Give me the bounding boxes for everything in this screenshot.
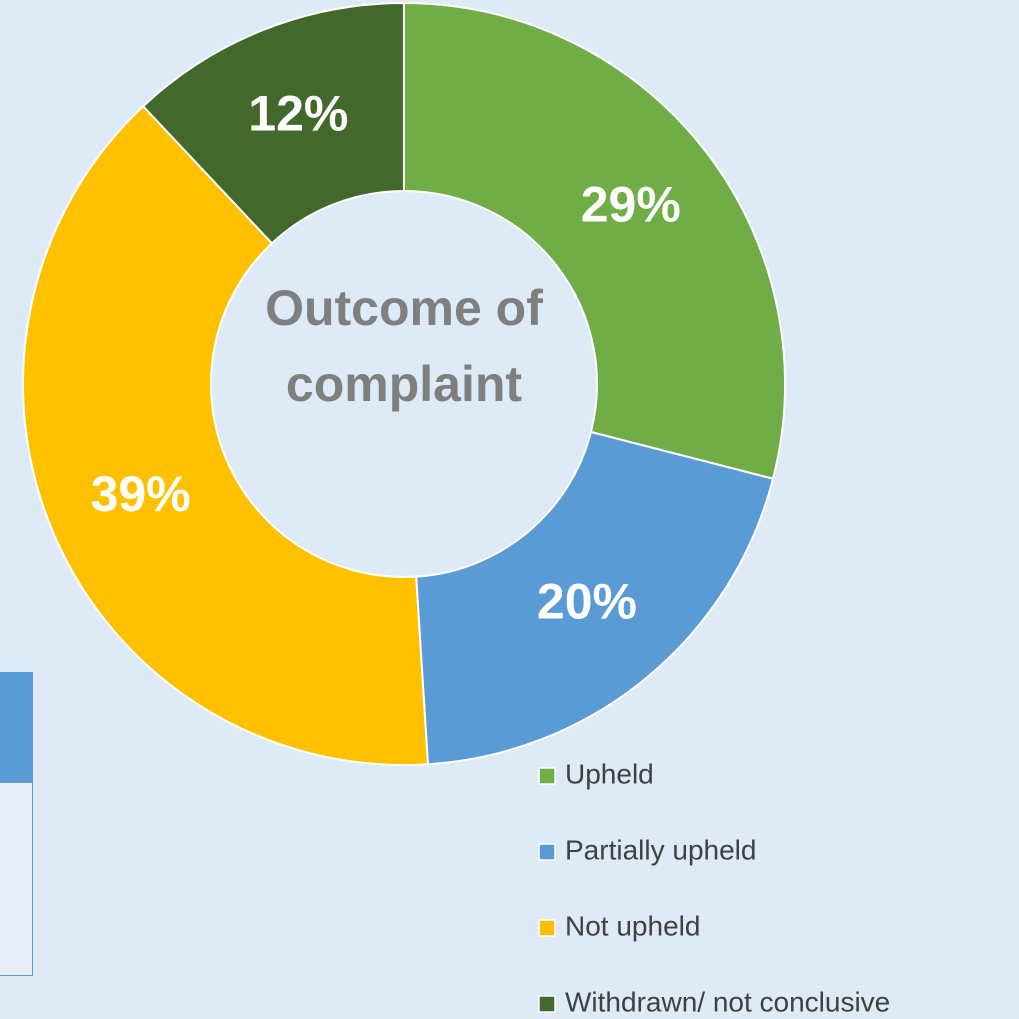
slice: [22, 104, 429, 766]
legend-swatch: [538, 919, 556, 937]
table-body: [0, 782, 33, 976]
legend-label: Partially upheld: [565, 834, 756, 865]
legend-label: Upheld: [565, 758, 654, 789]
slice: [141, 1, 405, 245]
legend-label: Withdrawn/ not conclusive: [565, 986, 890, 1017]
chart-title: Outcome of complaint: [265, 280, 543, 412]
legend-swatch: [538, 995, 556, 1013]
table-header: [0, 672, 33, 782]
legend-swatch: [538, 843, 556, 861]
legend-label: Not upheld: [565, 910, 700, 941]
data-label: 39%: [91, 466, 191, 522]
legend-swatch: [538, 767, 556, 785]
data-label: 29%: [581, 176, 681, 232]
slice: [415, 430, 775, 766]
slice: [403, 1, 786, 480]
data-label: 20%: [537, 573, 637, 629]
data-label: 12%: [248, 85, 348, 141]
